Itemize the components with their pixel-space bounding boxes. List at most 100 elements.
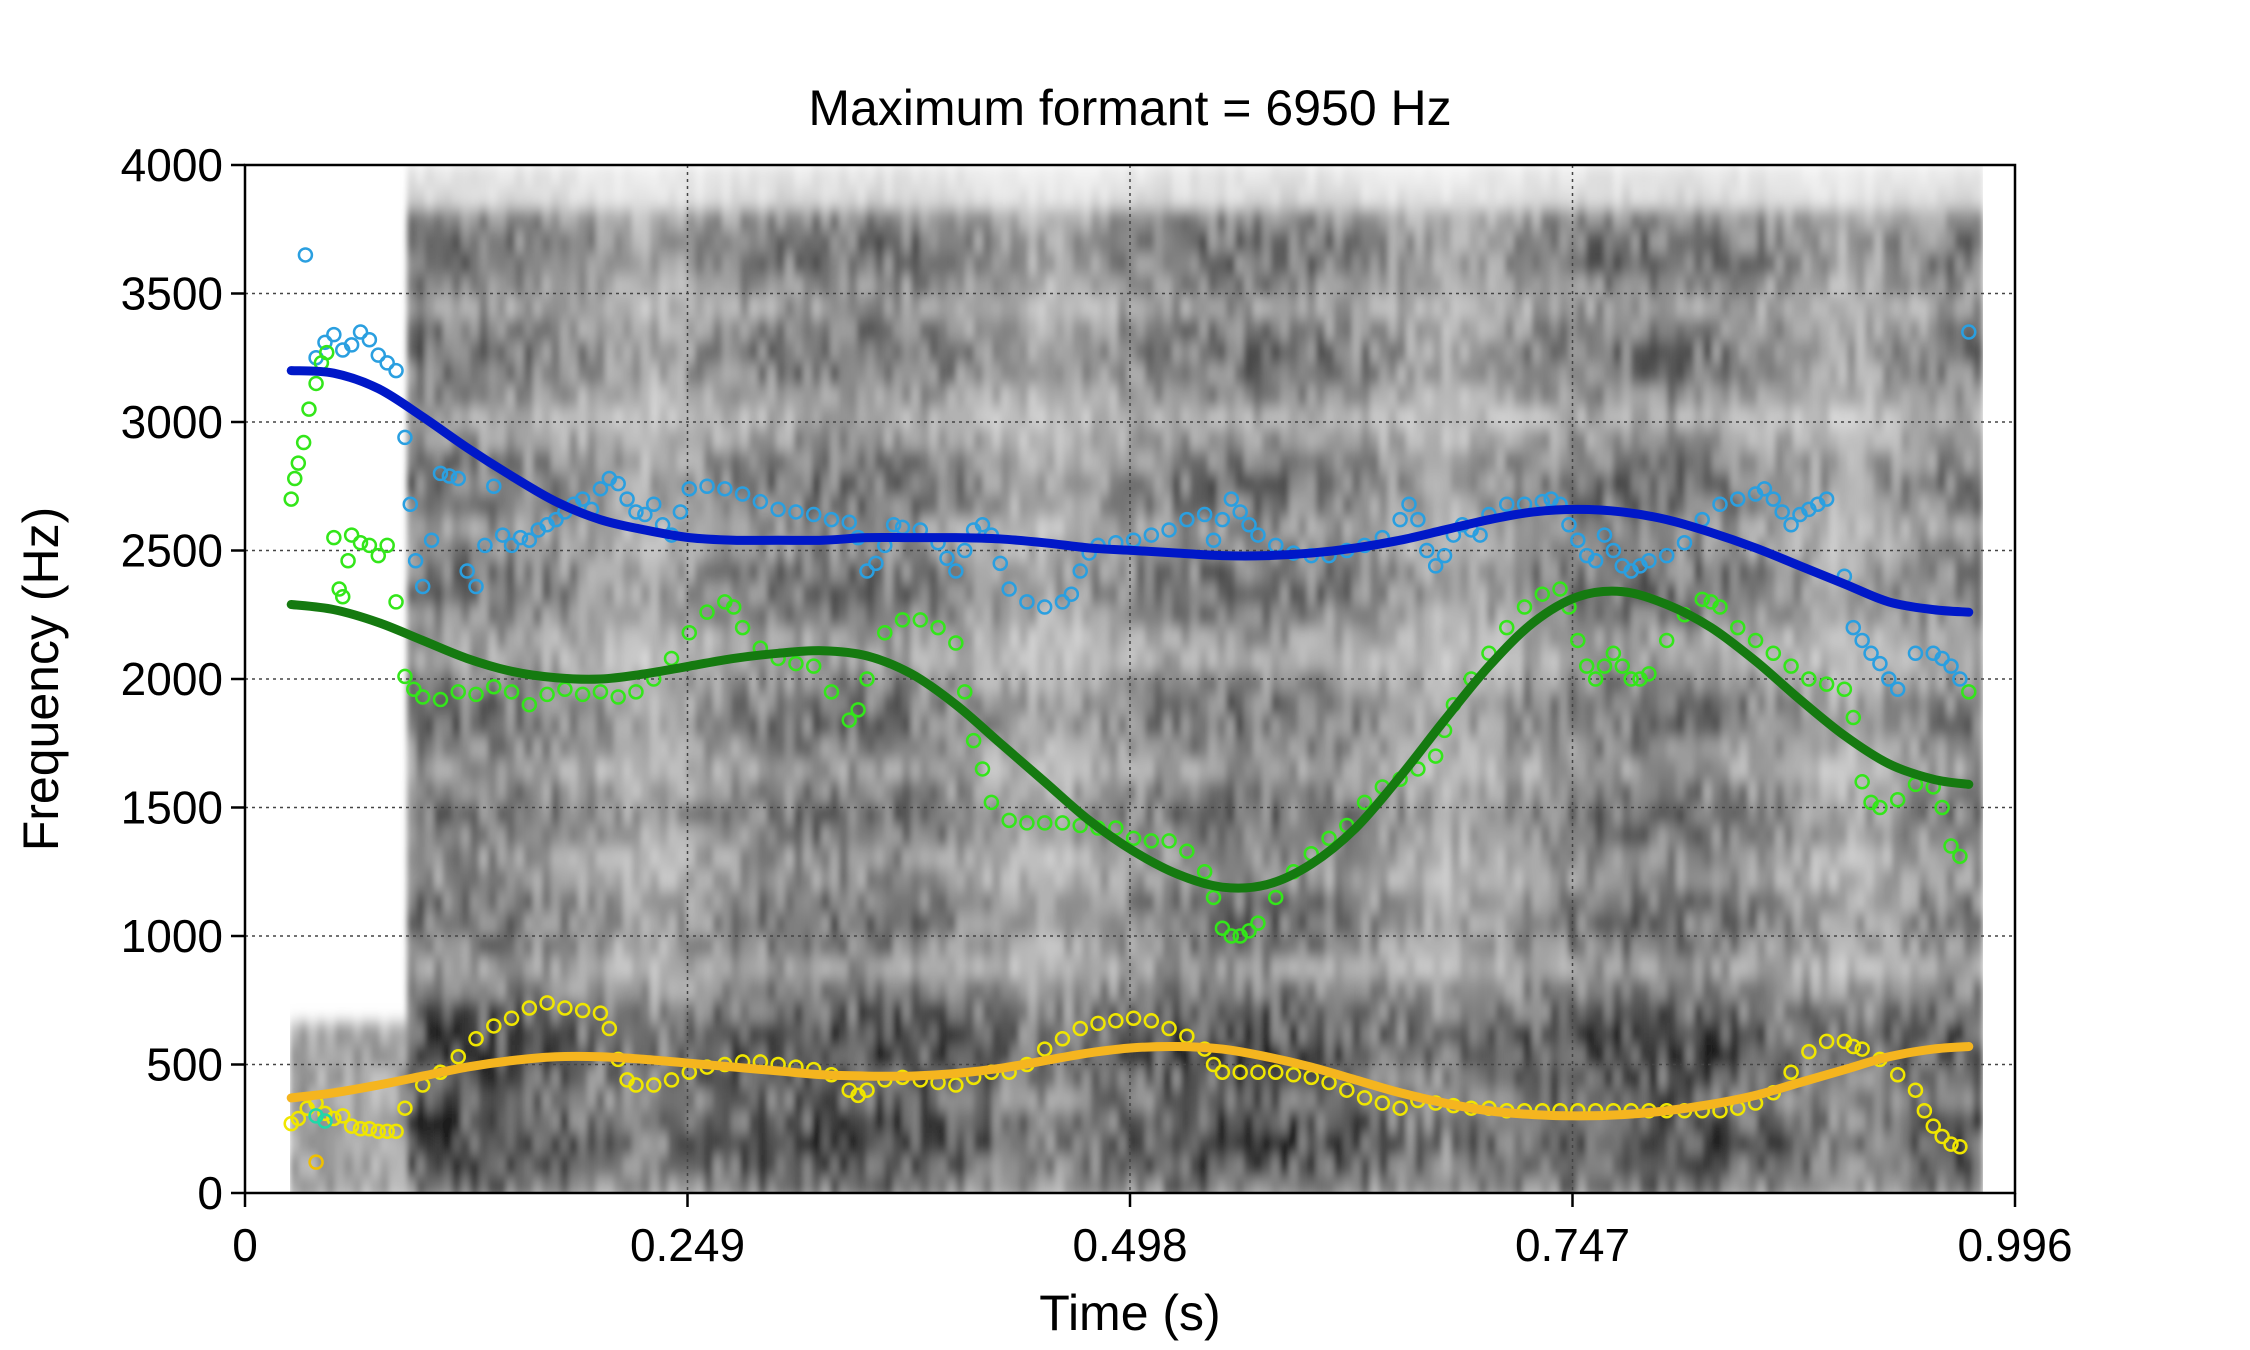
spectrogram-cell	[947, 583, 957, 606]
spectrogram-cell	[443, 715, 453, 738]
spectrogram-cell	[407, 341, 417, 364]
spectrogram-cell	[767, 275, 777, 298]
spectrogram-cell	[578, 935, 588, 958]
spectrogram-cell	[686, 561, 696, 584]
spectrogram-cell	[1109, 1133, 1119, 1156]
spectrogram-cell	[650, 495, 660, 518]
spectrogram-cell	[722, 1023, 732, 1046]
spectrogram-cell	[1127, 979, 1137, 1002]
spectrogram-cell	[380, 1067, 390, 1090]
spectrogram-cell	[659, 671, 669, 694]
spectrogram-cell	[533, 803, 543, 826]
spectrogram-cell	[821, 803, 831, 826]
spectrogram-cell	[893, 495, 903, 518]
spectrogram-cell	[1046, 165, 1056, 188]
spectrogram-cell	[1190, 957, 1200, 980]
spectrogram-cell	[416, 1133, 426, 1156]
spectrogram-cell	[686, 1177, 696, 1193]
spectrogram-cell	[767, 1089, 777, 1112]
spectrogram-cell	[713, 209, 723, 232]
spectrogram-cell	[1118, 649, 1128, 672]
spectrogram-cell	[956, 385, 966, 408]
spectrogram-cell	[1253, 1089, 1263, 1112]
spectrogram-cell	[1298, 1001, 1308, 1024]
spectrogram-cell	[650, 451, 660, 474]
spectrogram-cell	[470, 847, 480, 870]
spectrogram-cell	[875, 671, 885, 694]
spectrogram-cell	[641, 275, 651, 298]
spectrogram-cell	[1001, 847, 1011, 870]
spectrogram-cell	[479, 1089, 489, 1112]
spectrogram-cell	[1109, 847, 1119, 870]
spectrogram-cell	[965, 825, 975, 848]
spectrogram-cell	[1262, 363, 1272, 386]
spectrogram-cell	[947, 605, 957, 628]
spectrogram-cell	[686, 847, 696, 870]
spectrogram-cell	[524, 495, 534, 518]
spectrogram-cell	[1010, 649, 1020, 672]
spectrogram-cell	[596, 737, 606, 760]
spectrogram-cell	[677, 825, 687, 848]
spectrogram-cell	[542, 407, 552, 430]
spectrogram-cell	[677, 1089, 687, 1112]
spectrogram-cell	[623, 297, 633, 320]
spectrogram-cell	[668, 1133, 678, 1156]
spectrogram-cell	[1325, 847, 1335, 870]
spectrogram-cell	[1289, 341, 1299, 364]
spectrogram-cell	[614, 803, 624, 826]
spectrogram-cell	[443, 451, 453, 474]
spectrogram-cell	[1316, 473, 1326, 496]
spectrogram-cell	[1190, 1111, 1200, 1134]
spectrogram-cell	[479, 495, 489, 518]
spectrogram-cell	[1172, 803, 1182, 826]
spectrogram-cell	[929, 759, 939, 782]
spectrogram-cell	[785, 231, 795, 254]
spectrogram-cell	[722, 1177, 732, 1193]
spectrogram-cell	[704, 187, 714, 210]
spectrogram-cell	[1037, 231, 1047, 254]
spectrogram-cell	[326, 1133, 336, 1156]
spectrogram-cell	[488, 1155, 498, 1178]
spectrogram-cell	[614, 715, 624, 738]
spectrogram-cell	[443, 275, 453, 298]
spectrogram-cell	[578, 847, 588, 870]
spectrogram-cell	[479, 275, 489, 298]
spectrogram-cell	[389, 1023, 399, 1046]
spectrogram-cell	[1028, 781, 1038, 804]
spectrogram-cell	[641, 253, 651, 276]
spectrogram-cell	[1280, 495, 1290, 518]
spectrogram-cell	[551, 209, 561, 232]
spectrogram-cell	[614, 165, 624, 188]
spectrogram-cell	[677, 737, 687, 760]
spectrogram-cell	[1307, 825, 1317, 848]
spectrogram-cell	[641, 1111, 651, 1134]
spectrogram-cell	[560, 715, 570, 738]
spectrogram-cell	[1127, 891, 1137, 914]
spectrogram-cell	[668, 1089, 678, 1112]
spectrogram-cell	[695, 363, 705, 386]
spectrogram-cell	[479, 715, 489, 738]
spectrogram-cell	[1046, 935, 1056, 958]
spectrogram-cell	[344, 1177, 354, 1193]
spectrogram-cell	[1271, 693, 1281, 716]
spectrogram-cell	[632, 671, 642, 694]
spectrogram-cell	[659, 847, 669, 870]
spectrogram-cell	[956, 913, 966, 936]
spectrogram-cell	[434, 187, 444, 210]
spectrogram-cell	[1019, 363, 1029, 386]
spectrogram-cell	[1289, 1177, 1299, 1193]
spectrogram-cell	[1154, 957, 1164, 980]
spectrogram-cell	[785, 847, 795, 870]
spectrogram-cell	[1190, 847, 1200, 870]
spectrogram-cell	[1046, 803, 1056, 826]
spectrogram-cell	[893, 451, 903, 474]
spectrogram-cell	[1118, 187, 1128, 210]
spectrogram-cell	[434, 1155, 444, 1178]
spectrogram-cell	[452, 1155, 462, 1178]
spectrogram-cell	[839, 165, 849, 188]
spectrogram-cell	[1235, 583, 1245, 606]
spectrogram-cell	[416, 913, 426, 936]
spectrogram-cell	[686, 671, 696, 694]
spectrogram-cell	[875, 803, 885, 826]
spectrogram-cell	[947, 737, 957, 760]
